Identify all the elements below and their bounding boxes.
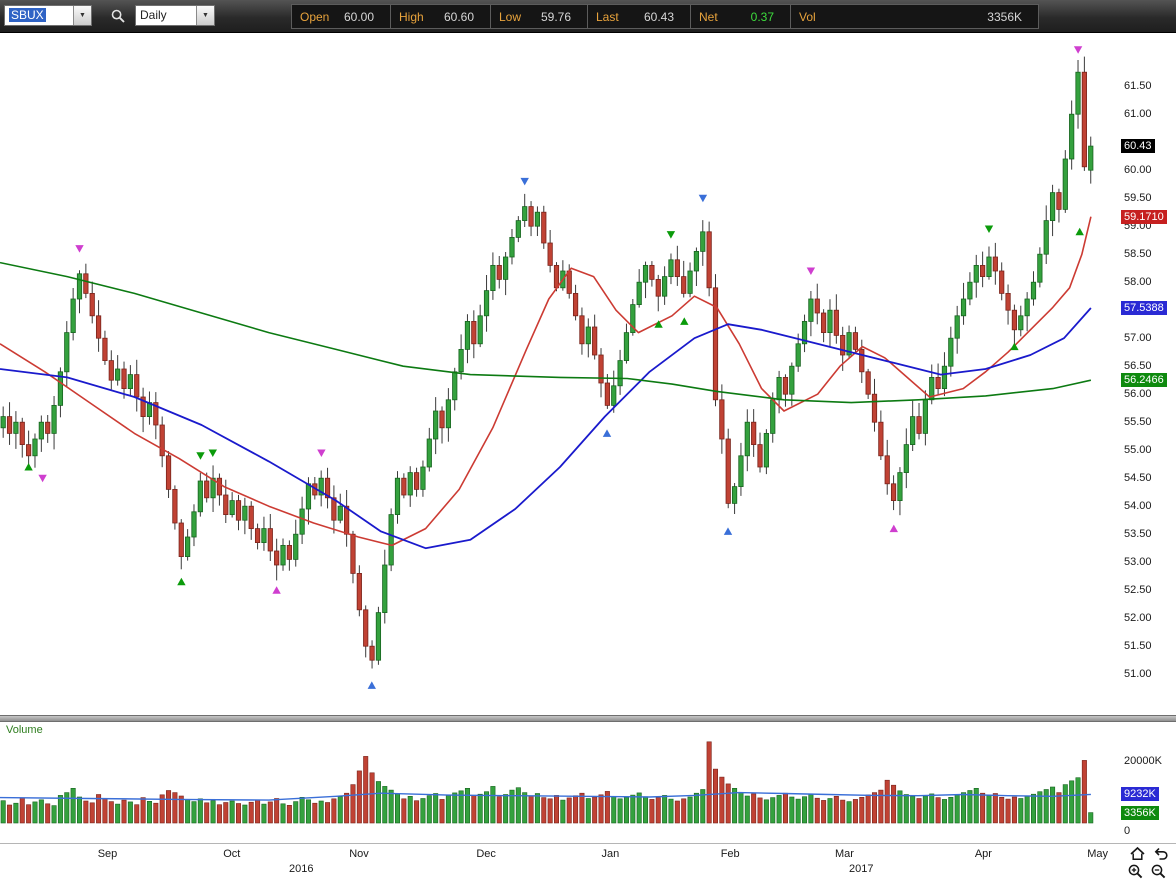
quote-volume: Vol 3356K <box>791 4 1039 29</box>
chevron-down-icon: ▼ <box>202 12 209 19</box>
quote-net-value: 0.37 <box>750 9 774 24</box>
quote-high: High 60.60 <box>391 4 491 29</box>
month-label: Sep <box>97 848 118 860</box>
price-chart[interactable] <box>0 33 1120 715</box>
price-tick-label: 52.00 <box>1124 611 1152 624</box>
last-price-label: 60.43 <box>1121 139 1155 154</box>
volume-pane-title: Volume <box>6 724 43 736</box>
quote-low-value: 59.76 <box>540 9 571 24</box>
price-tick-label: 55.00 <box>1124 443 1152 456</box>
quote-high-label: High <box>399 9 424 24</box>
quote-volume-value: 3356K <box>987 9 1022 24</box>
home-icon <box>1129 846 1145 860</box>
ma-mid-value-label: 57.5388 <box>1121 301 1167 315</box>
month-label: Feb <box>720 848 740 860</box>
volume-bars <box>0 741 1094 824</box>
quote-last-label: Last <box>596 9 619 24</box>
symbol-text: SBUX <box>9 8 46 22</box>
volume-axis[interactable]: 20000K 0 9232K 3356K <box>1120 722 1176 843</box>
signal-markers <box>24 46 1084 689</box>
chevron-down-icon: ▼ <box>79 12 86 19</box>
candles <box>0 56 1094 669</box>
month-label: Jan <box>601 848 620 860</box>
time-axis[interactable]: Sep Oct Nov Dec Jan Feb Mar Apr May 2016 2017 <box>0 843 1176 883</box>
ma-slow-line <box>0 261 1092 404</box>
quote-open: Open 60.00 <box>291 4 391 29</box>
ma-slow-value-label: 56.2466 <box>1121 373 1167 388</box>
month-label: Mar <box>835 848 854 860</box>
timeframe-select[interactable]: Daily ▼ <box>135 5 215 26</box>
ma-fast-line <box>0 216 1092 547</box>
home-button[interactable] <box>1127 845 1147 862</box>
zoom-out-icon <box>1151 864 1165 879</box>
toolbar: SBUX ▼ Daily ▼ Open 60.00 High <box>0 0 1176 33</box>
quote-open-label: Open <box>300 9 330 24</box>
undo-icon <box>1154 847 1168 860</box>
zoom-in-button[interactable] <box>1125 863 1145 880</box>
quote-volume-label: Vol <box>799 9 816 24</box>
price-axis[interactable]: 61.50 61.00 60.00 59.50 59.00 58.50 58.00 57.00… <box>1120 33 1176 715</box>
price-tick-label: 57.00 <box>1124 331 1152 344</box>
month-label: Nov <box>349 848 369 860</box>
month-label: Dec <box>476 848 496 860</box>
search-button[interactable] <box>107 7 129 26</box>
symbol-dropdown-button[interactable]: ▼ <box>73 6 91 25</box>
price-tick-label: 61.50 <box>1124 79 1152 92</box>
timeframe-dropdown-button[interactable]: ▼ <box>196 6 214 25</box>
pane-splitter[interactable] <box>0 715 1176 722</box>
price-tick-label: 52.50 <box>1124 583 1152 596</box>
volume-tick-label: 0 <box>1124 825 1131 837</box>
timeframe-text[interactable]: Daily <box>140 8 167 22</box>
quote-net: Net 0.37 <box>691 4 791 29</box>
zoom-in-icon <box>1128 864 1142 879</box>
undo-button[interactable] <box>1151 845 1171 862</box>
price-tick-label: 59.50 <box>1124 191 1152 204</box>
price-tick-label: 58.50 <box>1124 247 1152 260</box>
month-label: Apr <box>974 848 992 860</box>
price-tick-label: 61.00 <box>1124 107 1152 120</box>
price-tick-label: 51.00 <box>1124 667 1152 680</box>
price-tick-label: 51.50 <box>1124 639 1152 652</box>
quote-last-value: 60.43 <box>643 9 674 24</box>
price-tick-label: 54.00 <box>1124 499 1152 512</box>
price-tick-label: 54.50 <box>1124 471 1152 484</box>
ma-mid-line <box>0 307 1092 550</box>
quote-low-label: Low <box>499 9 522 24</box>
quote-last: Last 60.43 <box>588 4 691 29</box>
year-label: 2016 <box>289 863 314 875</box>
search-icon <box>111 9 125 23</box>
quote-low: Low 59.76 <box>491 4 588 29</box>
month-label: Oct <box>223 848 241 860</box>
ma-fast-value-label: 59.1710 <box>1121 209 1167 224</box>
price-tick-label: 60.00 <box>1124 163 1152 176</box>
quote-bar: Open 60.00 High 60.60 Low 59.76 Last 60.… <box>291 4 1039 29</box>
volume-chart[interactable] <box>0 722 1120 843</box>
symbol-text-wrap[interactable]: SBUX <box>5 6 73 25</box>
year-label: 2017 <box>849 863 874 875</box>
price-tick-label: 58.00 <box>1124 275 1152 288</box>
volume-ma-line <box>0 791 1091 801</box>
quote-open-value: 60.00 <box>343 9 374 24</box>
symbol-input[interactable]: SBUX ▼ <box>4 5 92 26</box>
last-volume-label: 3356K <box>1121 805 1159 820</box>
quote-high-value: 60.60 <box>443 9 474 24</box>
price-tick-label: 56.00 <box>1124 387 1152 400</box>
price-tick-label: 53.50 <box>1124 527 1152 540</box>
zoom-out-button[interactable] <box>1148 863 1168 880</box>
price-tick-label: 53.00 <box>1124 555 1152 568</box>
price-chart-svg[interactable] <box>0 33 1120 715</box>
price-tick-label: 56.50 <box>1124 359 1152 372</box>
price-tick-label: 55.50 <box>1124 415 1152 428</box>
quote-net-label: Net <box>699 9 718 24</box>
volume-chart-svg[interactable] <box>0 722 1120 843</box>
month-label: May <box>1087 848 1108 860</box>
volume-tick-label: 20000K <box>1124 754 1162 767</box>
volume-ma-value-label: 9232K <box>1121 787 1159 802</box>
